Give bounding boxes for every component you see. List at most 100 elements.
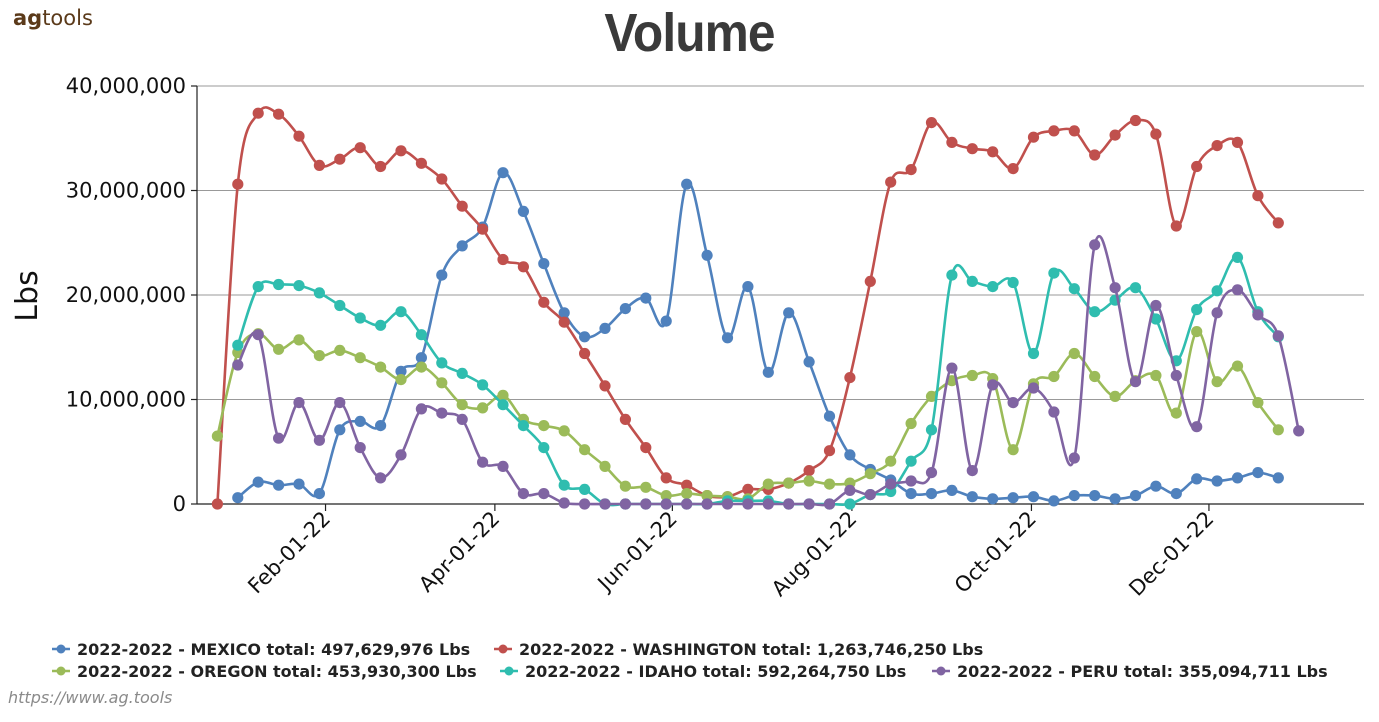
data-point[interactable] xyxy=(721,332,734,344)
data-point[interactable] xyxy=(395,306,407,318)
data-point[interactable] xyxy=(803,475,815,487)
data-point[interactable] xyxy=(313,287,325,299)
data-point[interactable] xyxy=(1129,282,1142,294)
data-point[interactable] xyxy=(619,480,632,492)
data-point[interactable] xyxy=(1211,475,1223,487)
data-point[interactable] xyxy=(293,334,305,346)
data-point[interactable] xyxy=(762,366,774,378)
data-point[interactable] xyxy=(415,352,427,364)
data-point[interactable] xyxy=(946,269,958,281)
data-point[interactable] xyxy=(1150,480,1162,492)
data-point[interactable] xyxy=(334,299,346,312)
data-point[interactable] xyxy=(905,164,917,176)
data-point[interactable] xyxy=(987,146,999,158)
data-point[interactable] xyxy=(925,424,938,436)
data-point[interactable] xyxy=(742,281,754,293)
data-point[interactable] xyxy=(803,356,815,368)
data-point[interactable] xyxy=(558,316,570,328)
data-point[interactable] xyxy=(313,434,325,446)
data-point[interactable] xyxy=(844,372,856,384)
data-point[interactable] xyxy=(293,130,305,142)
data-point[interactable] xyxy=(701,490,713,502)
data-point[interactable] xyxy=(1150,299,1162,312)
data-point[interactable] xyxy=(619,498,632,510)
data-point[interactable] xyxy=(538,258,550,270)
legend-item[interactable]: 2022-2022 - MEXICO total: 497,629,976 Lb… xyxy=(52,640,470,659)
legend-item[interactable]: 2022-2022 - WASHINGTON total: 1,263,746,… xyxy=(494,640,983,659)
data-point[interactable] xyxy=(599,460,611,472)
data-point[interactable] xyxy=(252,281,264,293)
data-point[interactable] xyxy=(640,481,652,493)
data-point[interactable] xyxy=(1109,390,1121,402)
data-point[interactable] xyxy=(1191,304,1203,316)
data-point[interactable] xyxy=(558,479,570,491)
data-point[interactable] xyxy=(1027,491,1040,503)
data-point[interactable] xyxy=(1068,125,1080,137)
source-url[interactable]: https://www.ag.tools xyxy=(8,688,173,707)
data-point[interactable] xyxy=(558,497,570,509)
data-point[interactable] xyxy=(966,143,978,155)
data-point[interactable] xyxy=(966,369,978,382)
data-point[interactable] xyxy=(599,322,611,334)
data-point[interactable] xyxy=(946,136,958,148)
data-point[interactable] xyxy=(517,205,530,217)
data-point[interactable] xyxy=(1048,370,1060,383)
data-point[interactable] xyxy=(1252,309,1264,321)
data-point[interactable] xyxy=(232,492,244,504)
data-point[interactable] xyxy=(415,403,427,415)
data-point[interactable] xyxy=(1191,421,1203,433)
data-point[interactable] xyxy=(354,415,366,427)
data-point[interactable] xyxy=(1293,425,1305,437)
data-point[interactable] xyxy=(375,472,387,484)
data-point[interactable] xyxy=(538,488,550,500)
data-point[interactable] xyxy=(1252,190,1264,202)
data-point[interactable] xyxy=(558,425,570,437)
data-point[interactable] xyxy=(823,498,836,510)
data-point[interactable] xyxy=(946,484,958,496)
data-point[interactable] xyxy=(558,307,570,319)
data-point[interactable] xyxy=(762,498,774,510)
data-point[interactable] xyxy=(823,410,836,422)
data-point[interactable] xyxy=(313,350,325,362)
data-point[interactable] xyxy=(966,491,978,503)
data-point[interactable] xyxy=(1211,140,1223,152)
data-point[interactable] xyxy=(1027,382,1040,394)
brand-logo[interactable]: agtools xyxy=(13,6,93,30)
data-point[interactable] xyxy=(1191,326,1203,338)
data-point[interactable] xyxy=(538,420,550,432)
data-point[interactable] xyxy=(538,442,550,454)
data-point[interactable] xyxy=(252,329,264,341)
data-point[interactable] xyxy=(925,488,938,500)
data-point[interactable] xyxy=(579,483,591,495)
data-point[interactable] xyxy=(599,498,611,510)
data-point[interactable] xyxy=(925,117,938,129)
data-point[interactable] xyxy=(211,498,223,510)
data-point[interactable] xyxy=(436,269,448,281)
data-point[interactable] xyxy=(660,315,672,327)
data-point[interactable] xyxy=(252,107,264,119)
data-point[interactable] xyxy=(1170,369,1182,382)
data-point[interactable] xyxy=(313,159,325,171)
data-point[interactable] xyxy=(1048,125,1060,137)
data-point[interactable] xyxy=(905,488,917,500)
data-point[interactable] xyxy=(701,498,713,510)
data-point[interactable] xyxy=(1007,492,1019,504)
data-point[interactable] xyxy=(456,240,468,252)
data-point[interactable] xyxy=(456,367,468,379)
data-point[interactable] xyxy=(1231,284,1244,296)
data-point[interactable] xyxy=(905,417,917,430)
data-point[interactable] xyxy=(477,223,489,235)
data-point[interactable] xyxy=(354,442,366,454)
data-point[interactable] xyxy=(477,402,489,414)
data-point[interactable] xyxy=(436,357,448,369)
data-point[interactable] xyxy=(334,153,346,165)
data-point[interactable] xyxy=(1129,376,1142,388)
data-point[interactable] xyxy=(1089,490,1101,502)
data-point[interactable] xyxy=(721,498,734,510)
data-point[interactable] xyxy=(1007,276,1019,289)
data-point[interactable] xyxy=(1191,473,1203,485)
data-point[interactable] xyxy=(925,467,938,479)
data-point[interactable] xyxy=(1272,330,1284,342)
data-point[interactable] xyxy=(354,142,366,154)
data-point[interactable] xyxy=(987,281,999,293)
